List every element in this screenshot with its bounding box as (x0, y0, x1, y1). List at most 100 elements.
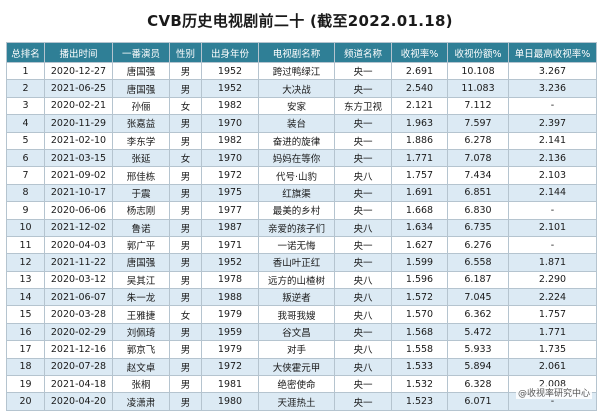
table-cell: 5 (6, 131, 45, 150)
table-cell: 1.558 (391, 340, 448, 359)
table-cell: 1.570 (391, 305, 448, 324)
table-cell: 7 (6, 166, 45, 185)
table-cell: 1.757 (508, 305, 597, 324)
table-cell: 7.045 (447, 288, 509, 307)
table-cell: 1987 (201, 218, 259, 237)
column-header: 电视剧名称 (258, 42, 335, 63)
table-cell: 央一 (334, 61, 392, 81)
table-cell: 于震 (112, 183, 170, 203)
column-header: 总排名 (6, 42, 45, 63)
ratings-table-container: 总排名 播出时间 一番演员 性别 出身年份 电视剧名称 频道名称 收视率% 收视份额% 单日最高收… (6, 42, 597, 411)
table-cell: 1971 (201, 235, 259, 255)
table-cell: 2021-02-10 (44, 131, 113, 150)
table-cell: 1982 (201, 96, 259, 116)
table-cell: 邢佳栋 (112, 166, 170, 185)
table-cell: 央八 (334, 270, 392, 290)
table-cell: 2.136 (508, 148, 597, 168)
table-cell: 刘佩琦 (112, 322, 170, 342)
ratings-table: 总排名 播出时间 一番演员 性别 出身年份 电视剧名称 频道名称 收视率% 收视份额% 单日最高收… (6, 42, 597, 411)
table-cell: 男 (169, 114, 202, 133)
table-cell: 1.523 (391, 392, 448, 411)
table-cell: 1.735 (508, 340, 597, 359)
table-cell: 男 (169, 357, 202, 377)
table-row: 5 2021-02-10 李东学男 1982 奋进的旋律 央一 1.886 6.278 2.14… (6, 131, 597, 150)
column-header: 出身年份 (201, 42, 259, 63)
table-cell: 央一 (334, 131, 392, 150)
table-row: 1 2020-12-27 唐国强男 1952 跨过鸭绿江 央一 2.691 10.108 3.2… (6, 61, 597, 81)
table-cell: 5.472 (447, 322, 509, 342)
table-cell: 男 (169, 375, 202, 394)
table-cell: 男 (169, 201, 202, 220)
table-cell: 央一 (334, 392, 392, 411)
table-cell: 女 (169, 148, 202, 168)
table-row: 12 2021-11-22 唐国强男 1952 香山叶正红 央一 1.599 6.558 1.8… (6, 253, 597, 272)
table-cell: 1.757 (391, 166, 448, 185)
table-cell: 央八 (334, 305, 392, 324)
table-cell: 9 (6, 201, 45, 220)
table-cell: 绝密使命 (258, 375, 335, 394)
table-cell: 1.599 (391, 253, 448, 272)
table-cell: 7.434 (447, 166, 509, 185)
table-cell: 2020-07-28 (44, 357, 113, 377)
table-cell: 2021-03-15 (44, 148, 113, 168)
table-cell: 2020-04-20 (44, 392, 113, 411)
table-cell: 2021-06-07 (44, 288, 113, 307)
column-header: 播出时间 (44, 42, 113, 63)
table-cell: 对手 (258, 340, 335, 359)
watermark: @收视率研究中心 (515, 386, 592, 399)
table-cell: 男 (169, 218, 202, 237)
table-cell: 央八 (334, 357, 392, 377)
table-cell: 女 (169, 305, 202, 324)
table-cell: 1.771 (508, 322, 597, 342)
table-cell: 7.078 (447, 148, 509, 168)
table-cell: 央一 (334, 375, 392, 394)
table-cell: 张桐 (112, 375, 170, 394)
table-row: 16 2020-02-29 刘佩琦男 1959 谷文昌 央一 1.568 5.472 1.771 (6, 322, 597, 342)
page-title: CVB历史电视剧前二十 (截至2022.01.18) (147, 12, 453, 30)
table-cell: 2.061 (508, 357, 597, 377)
table-cell: 李东学 (112, 131, 170, 150)
table-cell: - (508, 96, 597, 116)
table-row: 17 2021-12-16 郭京飞男 1979 对手 央八 1.558 5.933 1.735 (6, 340, 597, 359)
table-cell: 6.851 (447, 183, 509, 203)
column-header: 一番演员 (112, 42, 170, 63)
table-cell: 2021-12-02 (44, 218, 113, 237)
table-row: 4 2020-11-29 张嘉益男 1970 装台 央一 1.963 7.597 2.397 (6, 114, 597, 133)
column-header: 性别 (169, 42, 202, 63)
table-cell: 装台 (258, 114, 335, 133)
table-cell: 最美的乡村 (258, 201, 335, 220)
table-row: 13 2020-03-12 吴其江男 1978 远方的山楂树 央八 1.596 6.187 2.… (6, 270, 597, 290)
table-cell: 6.558 (447, 253, 509, 272)
table-cell: 唐国强 (112, 79, 170, 98)
table-cell: 男 (169, 340, 202, 359)
column-header: 收视份额% (447, 42, 509, 63)
table-cell: 男 (169, 79, 202, 98)
table-cell: 2020-03-28 (44, 305, 113, 324)
table-cell: 一诺无悔 (258, 235, 335, 255)
table-cell: 央八 (334, 288, 392, 307)
table-cell: 7.112 (447, 96, 509, 116)
table-cell: 安家 (258, 96, 335, 116)
table-cell: 2.101 (508, 218, 597, 237)
table-cell: 6 (6, 148, 45, 168)
table-cell: - (508, 201, 597, 220)
table-row: 2 2021-06-25 唐国强男 1952 大决战 央一 2.540 11.083 3.236 (6, 79, 597, 98)
table-cell: 6.187 (447, 270, 509, 290)
table-cell: 10 (6, 218, 45, 237)
table-cell: 张嘉益 (112, 114, 170, 133)
table-cell: 6.830 (447, 201, 509, 220)
table-cell: 1952 (201, 253, 259, 272)
table-row: 7 2021-09-02 邢佳栋男 1972 代号·山豹 央八 1.757 7.434 2.10… (6, 166, 597, 185)
table-cell: 3 (6, 96, 45, 116)
table-cell: 2020-03-12 (44, 270, 113, 290)
table-cell: 1.634 (391, 218, 448, 237)
table-cell: 代号·山豹 (258, 166, 335, 185)
table-cell: 2.144 (508, 183, 597, 203)
table-cell: 1.596 (391, 270, 448, 290)
table-cell: 1970 (201, 114, 259, 133)
table-row: 8 2021-10-17 于震男 1975 红旗渠 央一 1.691 6.851 2.144 (6, 183, 597, 203)
table-cell: 2020-06-06 (44, 201, 113, 220)
table-row: 6 2021-03-15 张延女 1970 妈妈在等你 央一 1.771 7.078 2.136 (6, 148, 597, 168)
table-cell: 男 (169, 270, 202, 290)
table-cell: 10.108 (447, 61, 509, 81)
